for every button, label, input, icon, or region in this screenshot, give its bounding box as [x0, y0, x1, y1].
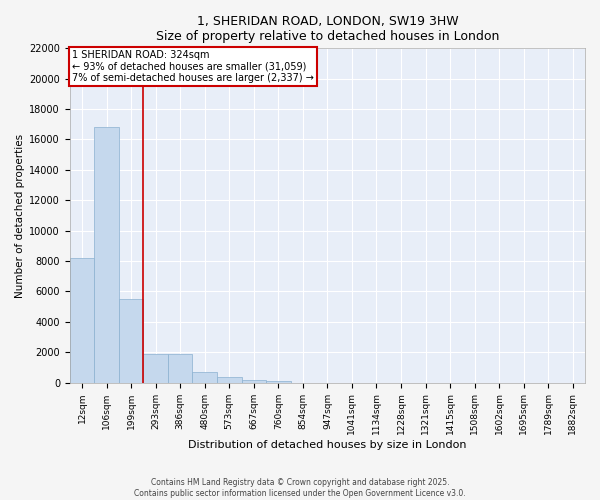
Bar: [266, 381, 290, 382]
Bar: [70, 258, 94, 382]
Title: 1, SHERIDAN ROAD, LONDON, SW19 3HW
Size of property relative to detached houses : 1, SHERIDAN ROAD, LONDON, SW19 3HW Size …: [155, 15, 499, 43]
Bar: [168, 354, 193, 382]
Bar: [143, 354, 168, 382]
X-axis label: Distribution of detached houses by size in London: Distribution of detached houses by size …: [188, 440, 467, 450]
Text: Contains HM Land Registry data © Crown copyright and database right 2025.
Contai: Contains HM Land Registry data © Crown c…: [134, 478, 466, 498]
Bar: [119, 299, 143, 382]
Bar: [217, 376, 242, 382]
Bar: [193, 372, 217, 382]
Bar: [94, 128, 119, 382]
Text: 1 SHERIDAN ROAD: 324sqm
← 93% of detached houses are smaller (31,059)
7% of semi: 1 SHERIDAN ROAD: 324sqm ← 93% of detache…: [73, 50, 314, 83]
Y-axis label: Number of detached properties: Number of detached properties: [15, 134, 25, 298]
Bar: [242, 380, 266, 382]
